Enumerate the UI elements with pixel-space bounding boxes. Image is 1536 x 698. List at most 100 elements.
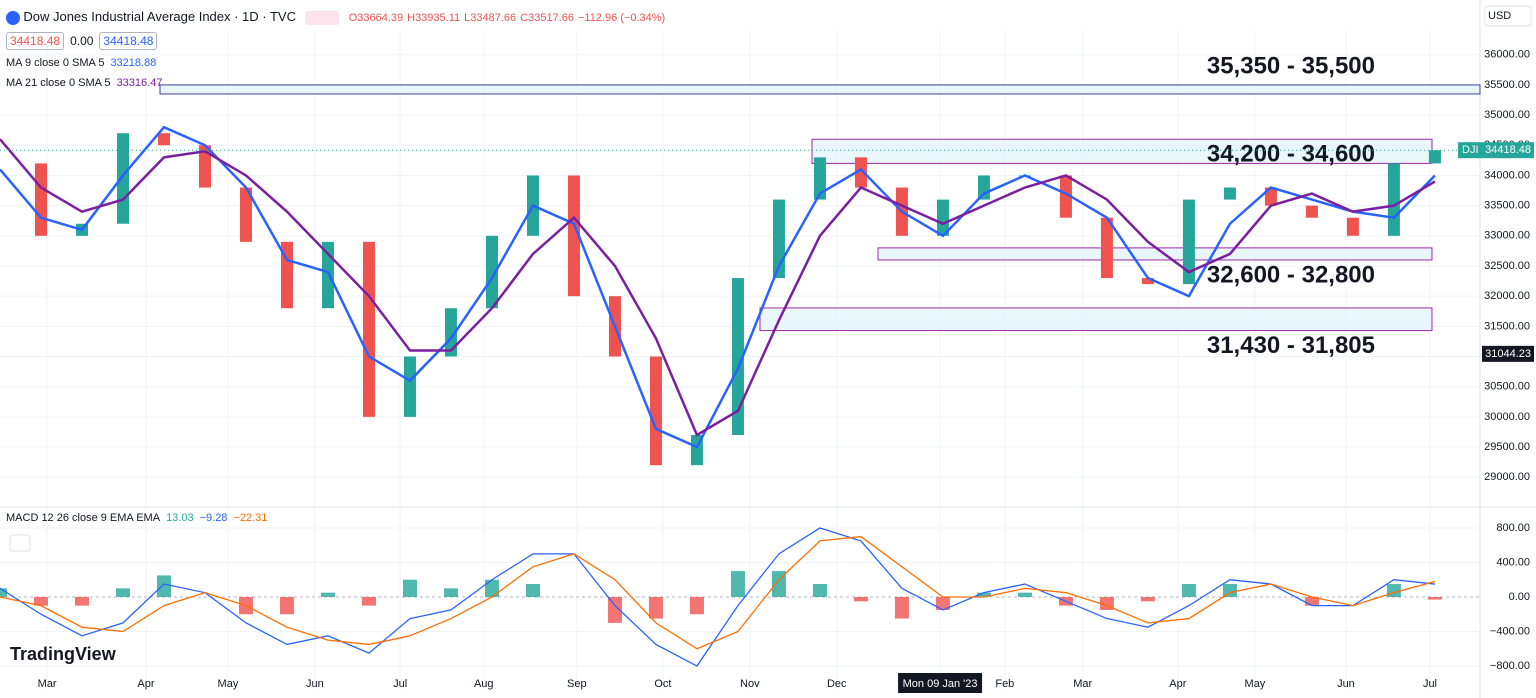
candle-body <box>198 145 211 188</box>
candle-body <box>1387 163 1400 236</box>
candle-body <box>485 235 498 309</box>
histogram-bar <box>115 588 130 597</box>
histogram-bar <box>689 596 704 615</box>
x-tick-label: Jun <box>1337 678 1355 690</box>
ohlc-value: H33935.11 <box>407 12 461 24</box>
ohlc: O33664.39 H33935.11 L33487.66 C33517.66 −112… <box>349 12 670 24</box>
ma-name: MA 9 close 0 SMA 5 <box>6 57 105 69</box>
ma-legend-row: MA 21 close 0 SMA 5 33316.47 <box>6 77 162 89</box>
zone <box>159 84 1481 95</box>
x-tick-label: Mar <box>38 678 57 690</box>
macd-last: −22.31 <box>233 512 268 524</box>
ma-last: 33316.47 <box>116 77 163 89</box>
macd-last: 13.03 <box>166 512 194 524</box>
macd-line <box>0 535 1436 650</box>
x-tick-label: Mar <box>1073 678 1092 690</box>
ma-line <box>0 125 1436 449</box>
zone-label: 35,350 - 35,500 <box>1207 52 1375 79</box>
candle-body <box>321 241 334 309</box>
y-tick-label: 400.00 <box>1496 556 1530 568</box>
candle-body <box>1059 175 1072 218</box>
ohlc-value: −112.96 (−0.34%) <box>577 12 666 24</box>
zone <box>759 307 1433 332</box>
zone <box>811 138 1433 164</box>
x-tick-label: Nov <box>740 678 760 690</box>
header: Dow Jones Industrial Average Index · 1D … <box>6 9 669 25</box>
ohlc-value: L33487.66 <box>464 12 517 24</box>
currency-button[interactable] <box>1484 5 1532 27</box>
compare-toggle[interactable] <box>305 10 340 25</box>
candle-body <box>34 163 47 236</box>
currency: USD <box>1488 10 1511 22</box>
candle-body <box>1305 205 1318 218</box>
histogram-bar <box>812 584 827 597</box>
ma-legend-row: MA 9 close 0 SMA 5 33218.88 <box>6 57 162 69</box>
histogram-bar <box>648 596 663 619</box>
histogram-bar <box>279 596 294 615</box>
histogram-bar <box>730 571 745 597</box>
histogram-bar <box>607 596 622 623</box>
y-tick-label: 33500.00 <box>1484 200 1530 212</box>
candle-body <box>1223 187 1236 200</box>
price-box: 0.00 <box>70 34 94 48</box>
y-tick-label: 32500.00 <box>1484 260 1530 272</box>
ma-name: MA 21 close 0 SMA 5 <box>6 77 111 89</box>
symbol-icon <box>6 10 20 25</box>
x-tick-label: Jun <box>306 678 324 690</box>
candle-body <box>567 175 580 297</box>
ma-line <box>0 138 1436 437</box>
y-tick-label: −800.00 <box>1490 660 1530 672</box>
histogram-bar <box>361 596 376 606</box>
candle-body <box>362 241 375 417</box>
x-tick-label: Mon 09 Jan '23 <box>903 678 978 690</box>
histogram-bar <box>402 579 417 597</box>
zone-label: 34,200 - 34,600 <box>1207 141 1375 168</box>
candle-body <box>239 187 252 242</box>
candle-body <box>116 133 129 224</box>
x-tick-label: Oct <box>654 678 671 690</box>
macd-title: MACD 12 26 close 9 EMA EMA <box>6 512 161 524</box>
y-tick-label: 33000.00 <box>1484 230 1530 242</box>
collapse-button[interactable] <box>9 534 31 552</box>
x-tick-label: Feb <box>995 678 1014 690</box>
x-tick-label: May <box>218 678 239 690</box>
ma-last: 33218.88 <box>110 57 157 69</box>
y-tick-label: 30000.00 <box>1484 411 1530 423</box>
crosshair-tag <box>1482 345 1534 362</box>
price-tag-symbol: DJI <box>1462 144 1479 156</box>
histogram-bar <box>320 592 335 597</box>
histogram-bar <box>156 575 171 597</box>
macd-legend: MACD 12 26 close 9 EMA EMA 13.03 −9.28 −22.… <box>6 512 273 524</box>
logo: TradingView <box>10 644 117 664</box>
zone-label: 32,600 - 32,800 <box>1207 261 1375 288</box>
y-tick-label: 29500.00 <box>1484 441 1530 453</box>
histogram-bar <box>1017 592 1032 597</box>
candle-body <box>1100 217 1113 279</box>
y-tick-label: 35500.00 <box>1484 79 1530 91</box>
candle-body <box>157 133 170 146</box>
candle-body <box>1182 199 1195 285</box>
y-tick-label: 36000.00 <box>1484 49 1530 61</box>
y-tick-label: 31500.00 <box>1484 320 1530 332</box>
y-tick-label: 0.00 <box>1509 591 1530 603</box>
y-tick-label: 29000.00 <box>1484 471 1530 483</box>
histogram-bar <box>74 596 89 606</box>
y-tick-label: 30500.00 <box>1484 381 1530 393</box>
candle-body <box>280 241 293 309</box>
histogram-bar <box>33 596 48 606</box>
histogram-bar <box>443 588 458 597</box>
y-tick-label: 800.00 <box>1496 522 1530 534</box>
histogram-bar <box>853 596 868 602</box>
histogram-bar <box>1222 584 1237 597</box>
candle-body <box>977 175 990 200</box>
y-tick-label: 35000.00 <box>1484 109 1530 121</box>
candle-body <box>813 157 826 200</box>
crosshair-value: 31044.23 <box>1485 348 1531 360</box>
histogram-bar <box>894 596 909 619</box>
macd-line <box>0 527 1435 667</box>
histogram-bar <box>1181 584 1196 597</box>
y-tick-label: 32000.00 <box>1484 290 1530 302</box>
crosshair-date-box <box>898 673 983 693</box>
histogram-bar <box>771 571 786 597</box>
